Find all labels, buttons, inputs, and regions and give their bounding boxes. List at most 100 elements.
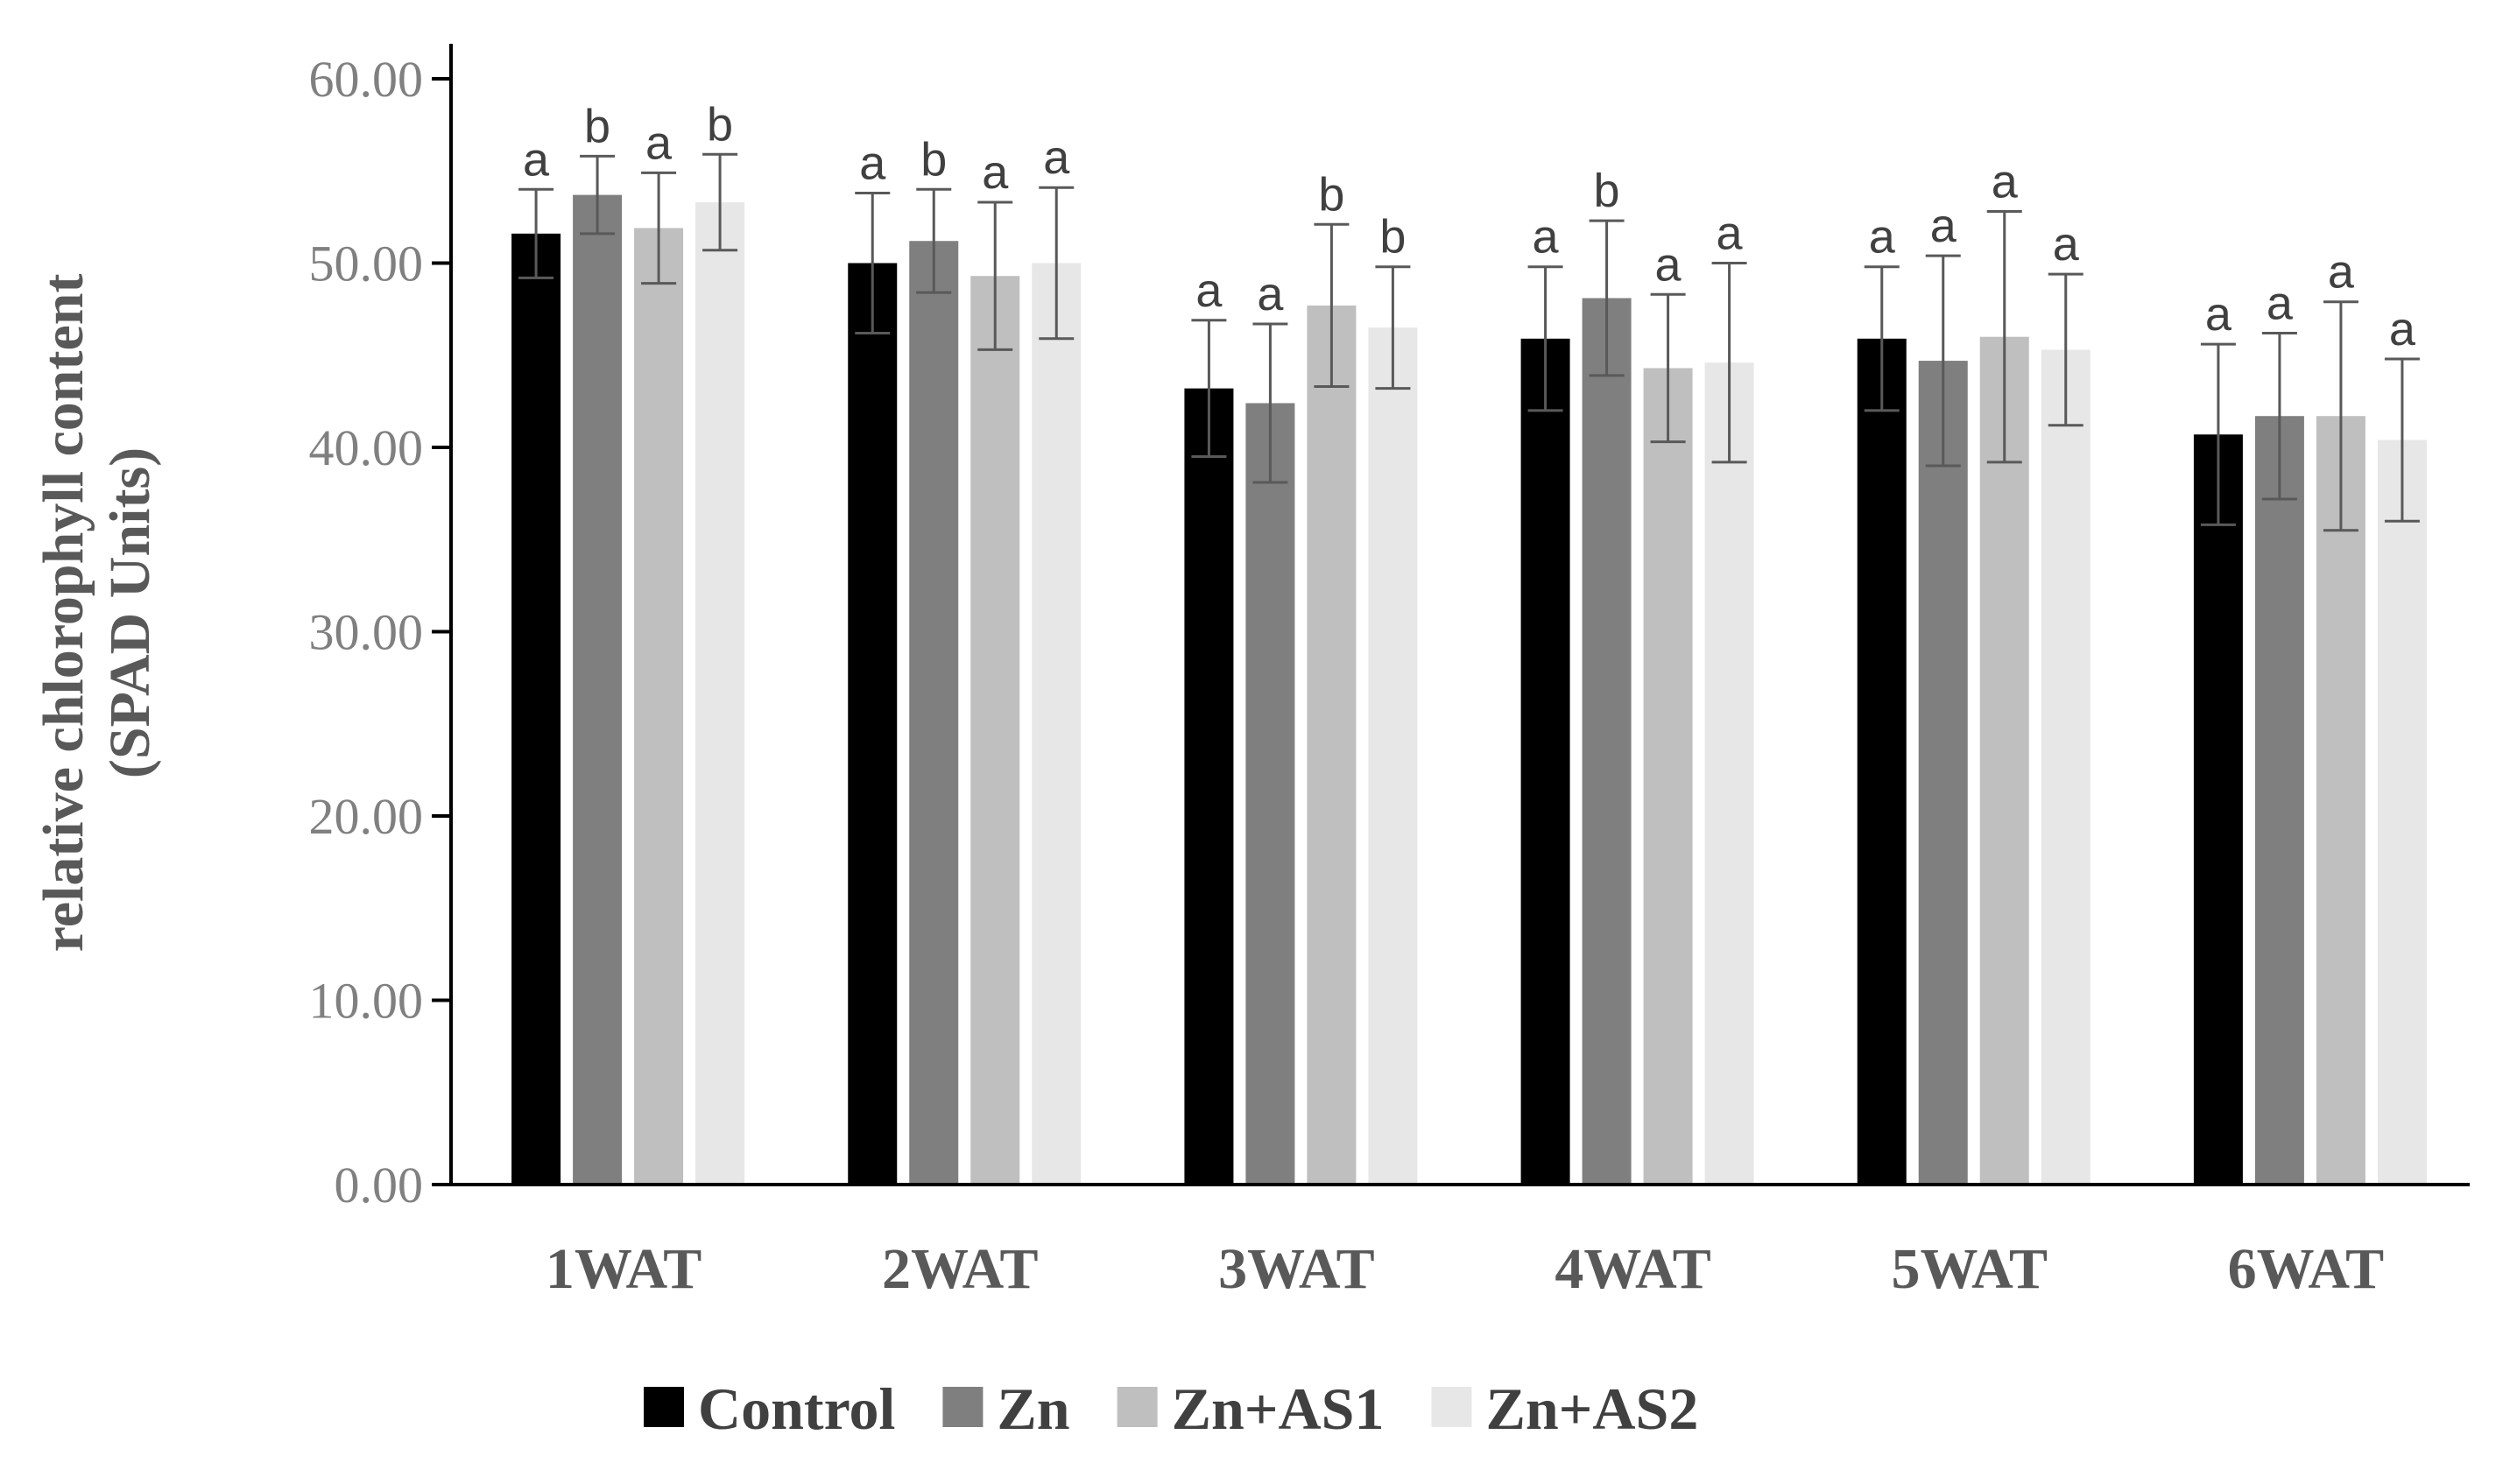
bar [2316,416,2365,1185]
bar [1582,298,1632,1185]
bar [2041,349,2090,1185]
bar [1918,361,1968,1185]
x-category-label: 2WAT [882,1237,1038,1301]
y-axis-title: relative chlorophyll content (SPAD Units… [32,274,162,953]
significance-letter: a [1257,268,1284,320]
significance-letter: b [584,100,610,152]
significance-letter: a [1869,211,1896,264]
error-bar [2048,272,2083,427]
bar [1245,403,1295,1185]
bar [1643,368,1693,1185]
error-bar [855,192,891,334]
significance-letter: b [707,98,733,151]
y-tick-label: 20.00 [309,788,424,845]
legend-item: Zn+AS1 [1117,1375,1385,1442]
error-bar [2200,342,2236,526]
error-bar [1650,292,1686,444]
error-bar [2323,300,2358,532]
error-bar [1589,219,1625,377]
error-bar [580,154,616,236]
x-category-label: 6WAT [2228,1237,2384,1301]
error-bar [702,152,738,252]
significance-letter: a [645,116,673,169]
significance-letter: b [920,133,947,186]
bar [848,263,898,1185]
bar [2193,434,2243,1185]
y-tick-label: 60.00 [309,51,424,108]
x-axis-category-labels: 1WAT 2WAT 3WAT 4WAT 5WAT 6WAT [546,1237,2384,1301]
error-bar [1986,210,2022,464]
y-tick-label: 10.00 [309,973,424,1030]
error-bar [2261,331,2297,501]
y-axis-title-line-1: relative chlorophyll content [32,274,95,953]
y-axis-title-line-2: (SPAD Units) [98,447,162,778]
legend-swatch [942,1387,984,1427]
error-bar [1864,265,1900,412]
significance-letter: a [2267,277,2294,329]
significance-letter: a [2328,246,2355,299]
bar [1307,305,1357,1185]
bar [1368,327,1418,1185]
bar [2377,440,2427,1185]
error-bar [1191,319,1227,459]
significance-letter: b [1594,165,1620,217]
legend-label: Zn+AS2 [1485,1375,1698,1442]
x-category-label: 4WAT [1555,1237,1710,1301]
significance-letter: a [1930,200,1957,252]
bar [573,194,623,1185]
error-bar [518,187,554,279]
significance-letter: a [523,133,550,186]
significance-letter: a [1655,238,1682,291]
bar [1979,336,2029,1185]
x-category-label: 1WAT [546,1237,702,1301]
significance-letter: b [1318,168,1344,221]
legend-swatch [1431,1387,1472,1427]
y-axis-ticks: 0.00 10.00 20.00 30.00 40.00 50.00 60.00 [309,51,451,1213]
significance-letter: a [2205,288,2232,341]
error-bar [641,171,677,285]
legend-item: Control [644,1375,895,1442]
legend-label: Zn [997,1375,1069,1442]
error-bar [1711,262,1747,464]
error-bar [2384,357,2420,523]
significance-letter: a [1195,264,1223,317]
y-tick-label: 0.00 [335,1157,424,1213]
legend-swatch [644,1387,684,1427]
bar [511,233,561,1185]
bar [1704,362,1754,1185]
legend-item: Zn+AS2 [1431,1375,1698,1442]
x-category-label: 5WAT [1892,1237,2048,1301]
bar [970,276,1020,1185]
bar [909,241,959,1185]
significance-letter: a [1992,156,2019,208]
significance-letter: a [2053,218,2080,271]
error-bar [977,200,1013,351]
significance-letter: a [859,137,886,190]
bar [1857,338,1907,1185]
y-tick-label: 50.00 [309,236,424,292]
legend-swatch [1117,1387,1158,1427]
axes [432,44,2470,1186]
bar [1032,263,1082,1185]
bar [2254,416,2304,1185]
bar [695,202,745,1185]
significance-letter: a [982,146,1009,199]
significance-letter: a [1533,211,1560,264]
bar-series [511,194,2427,1185]
significance-letter: a [1717,207,1744,260]
bar [1184,388,1234,1185]
y-tick-label: 40.00 [309,419,424,476]
significance-letter: a [1043,131,1070,184]
error-bar [916,187,952,294]
error-bar [1314,222,1350,389]
error-bar [1252,322,1288,484]
legend-label: Zn+AS1 [1172,1375,1385,1442]
error-bar [1039,186,1075,341]
bar [634,228,684,1185]
error-bar [1375,265,1411,390]
error-bar [1527,265,1563,412]
legend: Control Zn Zn+AS1 Zn+AS2 [644,1375,1698,1442]
x-category-label: 3WAT [1218,1237,1374,1301]
